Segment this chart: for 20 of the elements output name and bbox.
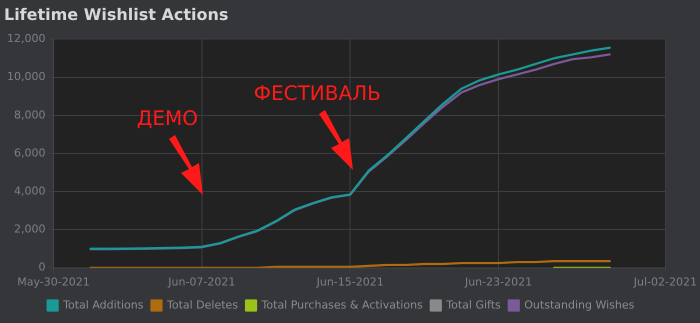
y-tick-label: 10,000 (6, 70, 46, 84)
legend-label: Outstanding Wishes (524, 298, 635, 312)
legend-label: Total Purchases & Activations (260, 298, 424, 312)
x-tick-label: Jun-07-2021 (167, 275, 236, 288)
x-tick-label: May-30-2021 (17, 275, 90, 288)
x-tick-label: Jun-15-2021 (316, 275, 384, 288)
chart-title: Lifetime Wishlist Actions (4, 4, 228, 24)
y-tick-label: 4,000 (14, 184, 46, 198)
annotation: ДЕМО (136, 106, 198, 130)
y-tick-label: 8,000 (14, 108, 46, 122)
y-tick-label: 2,000 (14, 222, 46, 236)
legend-label: Total Additions (62, 298, 144, 312)
annotation: ФЕСТИВАЛЬ (254, 81, 381, 106)
x-tick-label: Jul-02-2021 (632, 275, 697, 288)
x-tick-label: Jun-23-2021 (464, 275, 532, 288)
y-tick-label: 0 (38, 260, 46, 274)
y-tick-label: 6,000 (14, 146, 46, 160)
y-tick-label: 12,000 (6, 32, 46, 46)
legend-label: Total Deletes (166, 298, 238, 312)
legend-label: Total Gifts (445, 298, 502, 312)
